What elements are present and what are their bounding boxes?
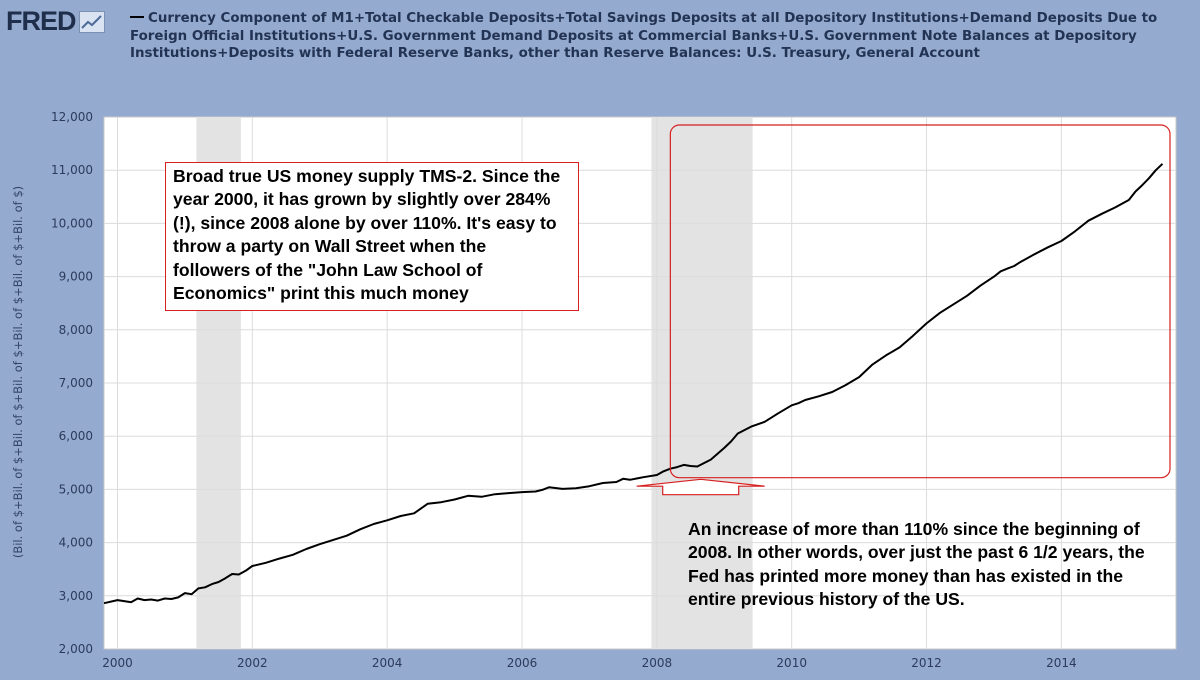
x-tick-label: 2002 — [237, 656, 268, 670]
y-tick-label: 10,000 — [51, 216, 93, 230]
y-tick-label: 7,000 — [59, 376, 93, 390]
y-tick-label: 9,000 — [59, 270, 93, 284]
annotation-text-increase: An increase of more than 110% since the … — [688, 519, 1145, 610]
x-tick-label: 2012 — [911, 656, 942, 670]
x-tick-label: 2000 — [102, 656, 133, 670]
up-arrow-icon — [636, 478, 765, 496]
x-tick-label: 2006 — [507, 656, 538, 670]
y-tick-label: 3,000 — [59, 589, 93, 603]
y-tick-label: 6,000 — [59, 429, 93, 443]
y-tick-label: 12,000 — [51, 110, 93, 124]
annotation-shapes-group — [636, 124, 1171, 496]
chart-trend-icon — [78, 10, 105, 33]
highlight-box — [669, 124, 1171, 479]
x-tick-label: 2014 — [1046, 656, 1077, 670]
series-line — [103, 163, 1164, 605]
y-tick-label: 4,000 — [59, 536, 93, 550]
x-tick-label: 2010 — [776, 656, 807, 670]
series-group — [103, 163, 1164, 605]
y-tick-label: 5,000 — [59, 482, 93, 496]
axes-group: 2,000 3,000 4,000 5,000 6,000 7,000 8,000 9,000… — [51, 110, 1077, 670]
y-tick-label: 8,000 — [59, 323, 93, 337]
chart-title: Currency Component of M1+Total Checkable… — [130, 10, 1190, 63]
y-tick-label: 11,000 — [51, 163, 93, 177]
chart-title-text: Currency Component of M1+Total Checkable… — [130, 11, 1158, 61]
fred-logo[interactable]: FRED — [6, 6, 105, 37]
x-tick-label: 2004 — [372, 656, 403, 670]
y-tick-label: 2,000 — [59, 642, 93, 656]
legend-line-icon — [130, 16, 144, 18]
annotation-box-tms2: Broad true US money supply TMS-2. Since … — [165, 162, 579, 312]
x-tick-label: 2008 — [642, 656, 673, 670]
fred-logo-text: FRED — [6, 6, 76, 36]
